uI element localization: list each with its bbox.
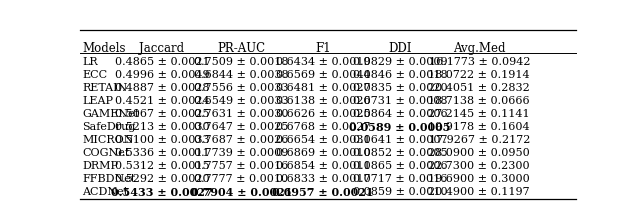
Text: 0.5292 ± 0.0020: 0.5292 ± 0.0020 [115, 174, 209, 184]
Text: 0.7777 ± 0.0010: 0.7777 ± 0.0010 [194, 174, 288, 184]
Text: Avg.Med: Avg.Med [453, 42, 506, 55]
Text: 0.0641 ± 0.0007: 0.0641 ± 0.0007 [353, 135, 447, 145]
Text: 0.6549 ± 0.0033: 0.6549 ± 0.0033 [194, 96, 289, 106]
Text: 0.4887 ± 0.0028: 0.4887 ± 0.0028 [115, 83, 209, 93]
Text: 16.1773 ± 0.0942: 16.1773 ± 0.0942 [429, 57, 530, 67]
Text: 18.7138 ± 0.0666: 18.7138 ± 0.0666 [428, 96, 530, 106]
Text: LR: LR [83, 57, 98, 67]
Text: 0.0835 ± 0.0020: 0.0835 ± 0.0020 [353, 83, 447, 93]
Text: 0.0852 ± 0.0005: 0.0852 ± 0.0005 [353, 148, 447, 158]
Text: 0.7647 ± 0.0025: 0.7647 ± 0.0025 [194, 122, 289, 132]
Text: DDI: DDI [388, 42, 412, 55]
Text: ECC: ECC [83, 70, 108, 80]
Text: 0.6434 ± 0.0019: 0.6434 ± 0.0019 [276, 57, 371, 67]
Text: 0.5312 ± 0.0015: 0.5312 ± 0.0015 [115, 161, 209, 171]
Text: 19.9178 ± 0.1604: 19.9178 ± 0.1604 [428, 122, 530, 132]
Text: PR-AUC: PR-AUC [217, 42, 265, 55]
Text: 0.5067 ± 0.0025: 0.5067 ± 0.0025 [115, 109, 209, 119]
Text: 0.6569 ± 0.0044: 0.6569 ± 0.0044 [276, 70, 371, 80]
Text: GAMENet: GAMENet [83, 109, 140, 119]
Text: 0.7757 ± 0.0016: 0.7757 ± 0.0016 [194, 161, 289, 171]
Text: 0.5100 ± 0.0033: 0.5100 ± 0.0033 [115, 135, 209, 145]
Text: 0.4865 ± 0.0021: 0.4865 ± 0.0021 [115, 57, 209, 67]
Text: Models: Models [83, 42, 126, 55]
Text: 0.7687 ± 0.0026: 0.7687 ± 0.0026 [194, 135, 289, 145]
Text: ACDNet: ACDNet [83, 187, 129, 197]
Text: LEAP: LEAP [83, 96, 113, 106]
Text: 0.6844 ± 0.0038: 0.6844 ± 0.0038 [194, 70, 289, 80]
Text: 0.4521 ± 0.0024: 0.4521 ± 0.0024 [115, 96, 209, 106]
Text: 0.0865 ± 0.0006: 0.0865 ± 0.0006 [353, 161, 447, 171]
Text: 28.0900 ± 0.0950: 28.0900 ± 0.0950 [428, 148, 530, 158]
Text: 0.7556 ± 0.0033: 0.7556 ± 0.0033 [194, 83, 289, 93]
Text: 0.0717 ± 0.0016: 0.0717 ± 0.0016 [353, 174, 447, 184]
Text: 27.2145 ± 0.1141: 27.2145 ± 0.1141 [428, 109, 530, 119]
Text: 0.5336 ± 0.0011: 0.5336 ± 0.0011 [115, 148, 209, 158]
Text: 0.7631 ± 0.0030: 0.7631 ± 0.0030 [194, 109, 289, 119]
Text: 0.5433 ± 0.0027: 0.5433 ± 0.0027 [111, 187, 212, 198]
Text: MICRON: MICRON [83, 135, 134, 145]
Text: 22.7300 ± 0.2300: 22.7300 ± 0.2300 [428, 161, 530, 171]
Text: 0.6626 ± 0.0025: 0.6626 ± 0.0025 [276, 109, 371, 119]
Text: 18.0722 ± 0.1914: 18.0722 ± 0.1914 [428, 70, 530, 80]
Text: 0.4996 ± 0.0049: 0.4996 ± 0.0049 [115, 70, 209, 80]
Text: 17.9267 ± 0.2172: 17.9267 ± 0.2172 [429, 135, 530, 145]
Text: SafeDrug: SafeDrug [83, 122, 136, 132]
Text: 0.6869 ± 0.0010: 0.6869 ± 0.0010 [276, 148, 371, 158]
Text: 20.4900 ± 0.1197: 20.4900 ± 0.1197 [428, 187, 530, 197]
Text: FFBDNet: FFBDNet [83, 174, 136, 184]
Text: 0.6833 ± 0.0017: 0.6833 ± 0.0017 [276, 174, 371, 184]
Text: 0.0846 ± 0.0018: 0.0846 ± 0.0018 [353, 70, 447, 80]
Text: Jaccard: Jaccard [140, 42, 184, 55]
Text: 0.0731 ± 0.0008: 0.0731 ± 0.0008 [353, 96, 447, 106]
Text: 0.0859 ± 0.0010: 0.0859 ± 0.0010 [353, 187, 447, 197]
Text: 0.5213 ± 0.0030: 0.5213 ± 0.0030 [115, 122, 209, 132]
Text: 0.0864 ± 0.0006: 0.0864 ± 0.0006 [353, 109, 447, 119]
Text: 0.6957 ± 0.0021: 0.6957 ± 0.0021 [272, 187, 374, 198]
Text: 0.0829 ± 0.0009: 0.0829 ± 0.0009 [353, 57, 447, 67]
Text: 0.7509 ± 0.0018: 0.7509 ± 0.0018 [194, 57, 289, 67]
Text: F1: F1 [316, 42, 331, 55]
Text: 19.6900 ± 0.3000: 19.6900 ± 0.3000 [428, 174, 530, 184]
Text: 20.4051 ± 0.2832: 20.4051 ± 0.2832 [428, 83, 530, 93]
Text: 0.7904 ± 0.0021: 0.7904 ± 0.0021 [191, 187, 292, 198]
Text: 0.6654 ± 0.0031: 0.6654 ± 0.0031 [276, 135, 371, 145]
Text: 0.0589 ± 0.0005: 0.0589 ± 0.0005 [349, 122, 451, 133]
Text: 0.6768 ± 0.0027: 0.6768 ± 0.0027 [276, 122, 370, 132]
Text: 0.6138 ± 0.0026: 0.6138 ± 0.0026 [276, 96, 371, 106]
Text: 0.6481 ± 0.0027: 0.6481 ± 0.0027 [276, 83, 371, 93]
Text: DRMP: DRMP [83, 161, 118, 171]
Text: COGNet: COGNet [83, 148, 130, 158]
Text: 0.6854 ± 0.0011: 0.6854 ± 0.0011 [276, 161, 371, 171]
Text: RETAIN: RETAIN [83, 83, 128, 93]
Text: 0.7739 ± 0.0009: 0.7739 ± 0.0009 [194, 148, 289, 158]
